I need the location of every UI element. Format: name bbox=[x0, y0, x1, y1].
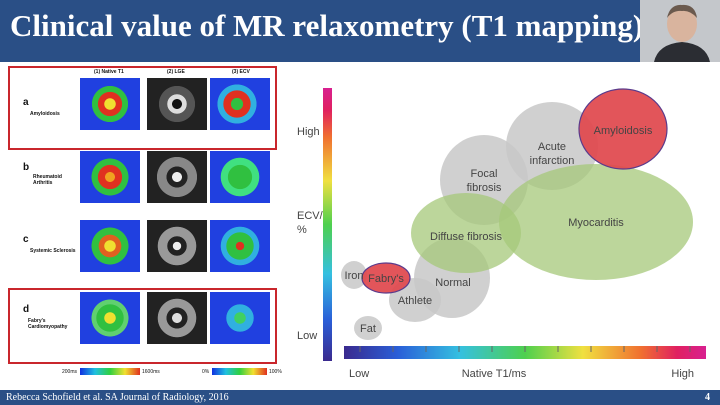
mri-lge-rheumatoid bbox=[147, 151, 207, 203]
myocarditis-region bbox=[499, 164, 693, 280]
row-disease-systemic-sclerosis: Systemic Sclerosis bbox=[30, 248, 76, 254]
presenter-avatar bbox=[640, 0, 720, 62]
x-axis-ticks bbox=[359, 346, 691, 352]
x-axis-title: Native T1/ms bbox=[462, 368, 527, 380]
label-amyloidosis: Amyloidosis bbox=[594, 125, 653, 137]
y-axis-low-label: Low bbox=[297, 330, 317, 342]
mri-ecv-systemic-sclerosis bbox=[210, 220, 270, 272]
column-header-ecv: (3) ECV bbox=[232, 69, 250, 75]
label-diffuse-fibrosis: Diffuse fibrosis bbox=[430, 231, 502, 243]
row-letter-d: d bbox=[23, 304, 30, 315]
y-axis-high-label: High bbox=[297, 126, 320, 138]
label-focal-fibrosis-line1: Focal bbox=[471, 168, 498, 180]
ecv-colour-scale bbox=[212, 368, 267, 375]
mri-native-t1-amyloidosis bbox=[80, 78, 140, 130]
highlight-frame-fabrys bbox=[8, 288, 277, 364]
t1-colour-scale bbox=[80, 368, 140, 375]
label-fat: Fat bbox=[360, 323, 376, 335]
fat-region bbox=[354, 316, 382, 340]
row-letter-c: c bbox=[23, 234, 29, 245]
column-header-native-t1: (1) Native T1 bbox=[94, 69, 124, 75]
mri-ecv-rheumatoid bbox=[210, 151, 270, 203]
mri-lge-amyloidosis bbox=[147, 78, 207, 130]
label-normal: Normal bbox=[435, 277, 470, 289]
highlight-frame-amyloidosis bbox=[8, 66, 277, 150]
x-axis-low-label: Low bbox=[349, 368, 369, 380]
mri-lge-fabrys bbox=[147, 292, 207, 344]
label-acute-infarction-line1: Acute bbox=[538, 141, 566, 153]
footer-citation: Rebecca Schofield et al. SA Journal of R… bbox=[6, 392, 229, 403]
slide-title: Clinical value of MR relaxometry (T1 map… bbox=[10, 8, 644, 43]
y-axis-colour-bar bbox=[323, 88, 332, 361]
mri-ecv-amyloidosis bbox=[210, 78, 270, 130]
title-bar: Clinical value of MR relaxometry (T1 map… bbox=[0, 0, 720, 62]
column-header-lge: (2) LGE bbox=[167, 69, 185, 75]
label-focal-fibrosis-line2: fibrosis bbox=[467, 182, 502, 194]
y-axis-title-line2: % bbox=[297, 224, 307, 236]
label-athlete: Athlete bbox=[398, 295, 432, 307]
mri-native-t1-systemic-sclerosis bbox=[80, 220, 140, 272]
amyloidosis-region bbox=[578, 88, 668, 170]
mri-native-t1-fabrys bbox=[80, 292, 140, 344]
fabrys-region bbox=[361, 262, 411, 294]
row-letter-b: b bbox=[23, 162, 30, 173]
row-disease-rheumatoid: Rheumatoid Arthritis bbox=[33, 174, 62, 186]
ecv-scale-max: 100% bbox=[269, 369, 282, 375]
row-disease-amyloidosis: Amyloidosis bbox=[30, 111, 60, 117]
presenter-video bbox=[640, 0, 720, 62]
y-axis-title-line1: ECV/ bbox=[297, 210, 324, 222]
row-disease-fabrys: Fabry's Cardiomyopathy bbox=[28, 318, 68, 330]
mri-native-t1-rheumatoid bbox=[80, 151, 140, 203]
mri-ecv-fabrys bbox=[210, 292, 270, 344]
page-number: 4 bbox=[705, 392, 710, 403]
x-axis-colour-bar bbox=[344, 346, 706, 359]
label-iron: Iron bbox=[345, 270, 364, 282]
mri-lge-systemic-sclerosis bbox=[147, 220, 207, 272]
footer-bar: Rebecca Schofield et al. SA Journal of R… bbox=[0, 390, 720, 405]
label-acute-infarction-line2: infarction bbox=[530, 155, 575, 167]
x-axis-high-label: High bbox=[671, 368, 694, 380]
row-letter-a: a bbox=[23, 97, 29, 108]
iron-region bbox=[341, 261, 367, 289]
diffuse-fibrosis-region bbox=[411, 193, 521, 273]
label-fabrys: Fabry's bbox=[368, 273, 404, 285]
t1-scale-max: 1600ms bbox=[142, 369, 160, 375]
label-myocarditis: Myocarditis bbox=[568, 217, 624, 229]
ecv-scale-min: 0% bbox=[202, 369, 210, 375]
t1-scale-min: 200ms bbox=[62, 369, 78, 375]
